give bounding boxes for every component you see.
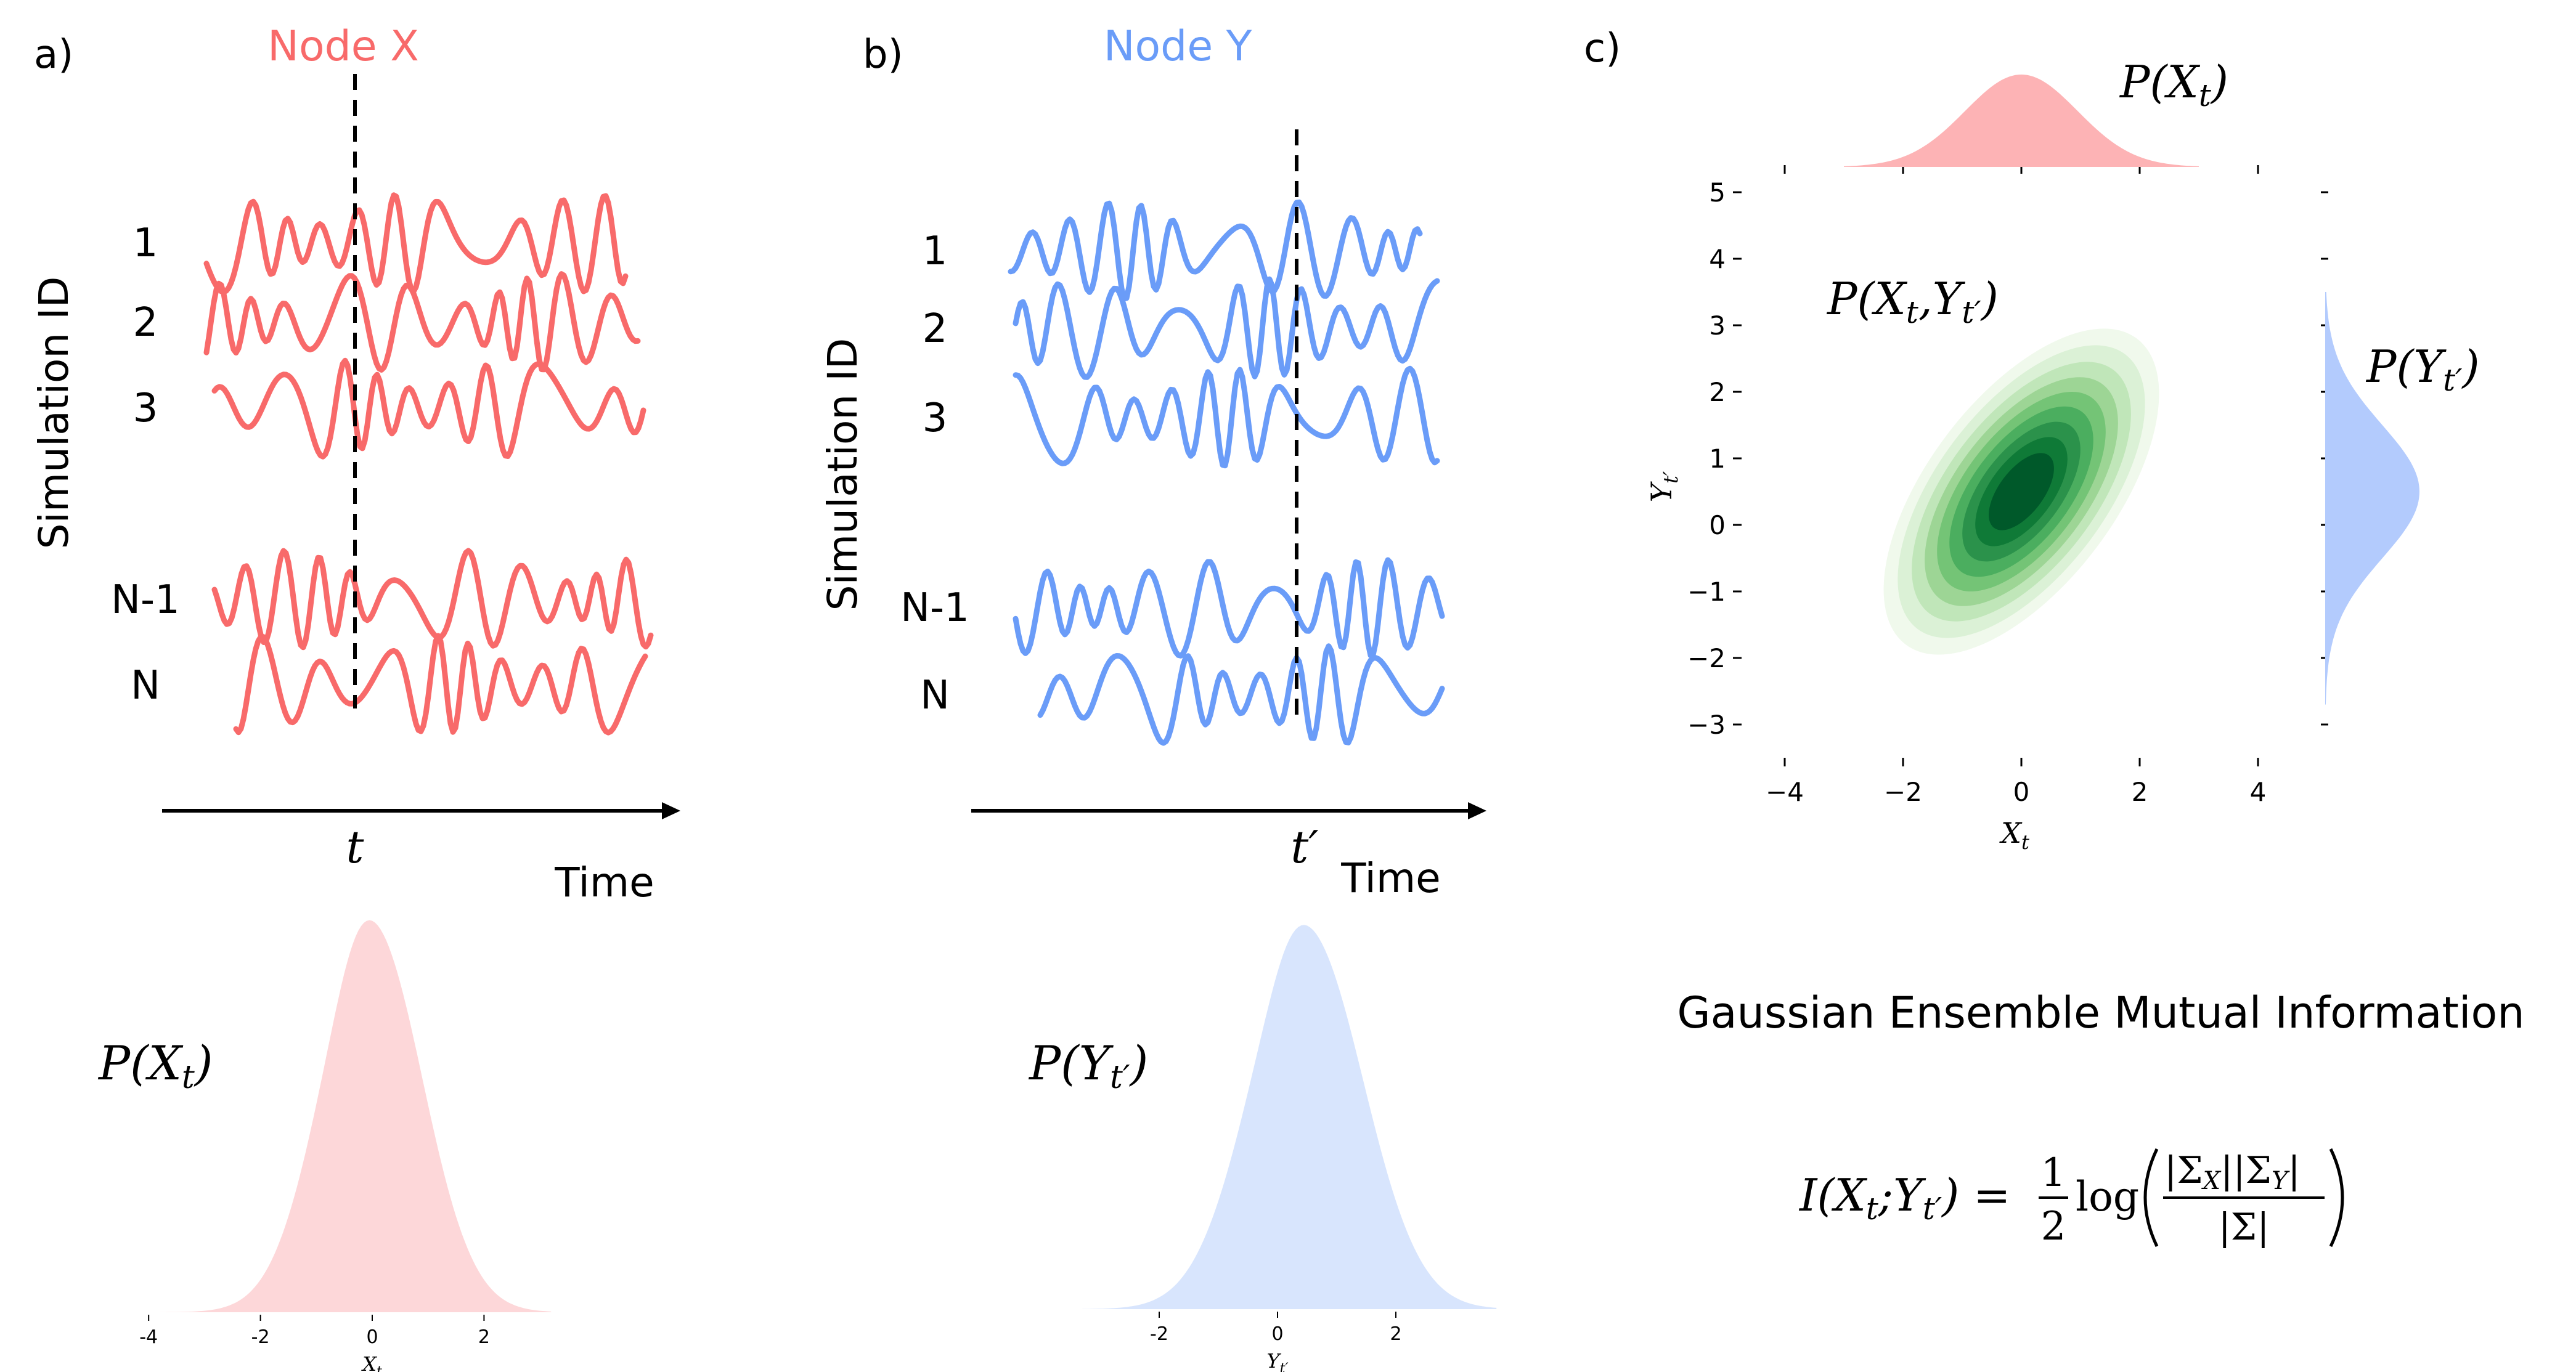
panel-b-tag: b)	[863, 32, 903, 78]
simulation-trace	[211, 548, 654, 651]
simulation-trace	[203, 271, 641, 373]
panel-c: c) 5 4 3 2 1 0 −1 −2 −3 −4 −2 0 2 4 P(Xt,Yt′) P(Xt) P…	[1584, 26, 2480, 854]
y-tick-label: 3	[1709, 311, 1726, 341]
row-label: 3	[923, 396, 948, 441]
x-tick-label: 0	[1271, 1323, 1283, 1345]
simulation-trace	[1008, 199, 1423, 302]
density-y: -2 0 2 Yt′	[1082, 925, 1497, 1372]
row-label: 2	[133, 300, 158, 346]
time-marker-t-prime: t′	[1290, 821, 1318, 873]
simulation-trace	[1013, 276, 1440, 380]
log-text: log	[2076, 1173, 2139, 1220]
simulation-trace	[203, 192, 629, 295]
panel-a: a) Node X Simulation ID 1 2 3 N-1 N t Time -…	[30, 22, 680, 1372]
joint-density-plot: 5 4 3 2 1 0 −1 −2 −3 −4 −2 0 2 4	[1687, 75, 2419, 807]
x-tick-label: 2	[478, 1326, 490, 1348]
row-label: 2	[923, 306, 948, 352]
x-tick-label: -2	[1150, 1323, 1168, 1345]
x-tick-label: 0	[366, 1326, 378, 1348]
simulation-trace	[1037, 643, 1445, 746]
x-axis-label: Xt	[1999, 816, 2029, 854]
x-tick-label: 2	[2132, 777, 2148, 807]
y-tick-label: 1	[1709, 444, 1726, 474]
right-paren	[2329, 1148, 2344, 1248]
x-tick-label: −4	[1766, 777, 1804, 807]
x-tick-label: −2	[1884, 777, 1922, 807]
y-tick-label: 0	[1709, 510, 1726, 540]
y-axis-label: Yt′	[1645, 471, 1682, 502]
right-marginal-label: P(Yt′)	[2365, 341, 2480, 398]
arrow-head-icon	[662, 802, 680, 819]
y-tick-label: 5	[1709, 177, 1726, 208]
simulation-trace	[211, 357, 646, 460]
formula-numerator: |ΣX||ΣY|	[2164, 1149, 2301, 1195]
simulation-id-label: Simulation ID	[819, 338, 866, 611]
top-marginal-label: P(Xt)	[2119, 56, 2228, 113]
density-area	[160, 920, 552, 1312]
time-marker-t: t	[346, 821, 365, 873]
x-tick-label: 0	[2013, 777, 2030, 807]
x-axis-label: Xt	[361, 1352, 382, 1372]
y-tick-label: −3	[1687, 710, 1726, 740]
density-x: -4 -2 0 2 Xt	[139, 920, 552, 1372]
row-label: 1	[133, 221, 158, 266]
row-labels: 1 2 3 N-1 N	[900, 229, 969, 718]
left-paren	[2143, 1148, 2159, 1248]
row-label: N-1	[900, 585, 969, 631]
half-denominator: 2	[2041, 1204, 2066, 1249]
right-marginal-density	[2325, 292, 2419, 705]
x-tick-label: -2	[251, 1326, 270, 1348]
density-area	[1082, 925, 1497, 1309]
arrow-head-icon	[1468, 802, 1486, 819]
contour-level	[1989, 453, 2054, 530]
top-marginal-density	[1844, 75, 2199, 167]
row-label: 3	[133, 386, 158, 431]
formula-denominator: |Σ|	[2219, 1206, 2270, 1249]
node-y-title: Node Y	[1104, 22, 1252, 71]
row-label: N	[920, 673, 950, 718]
simulation-id-label: Simulation ID	[30, 277, 78, 550]
node-x-title: Node X	[267, 22, 419, 71]
joint-density-label: P(Xt,Yt′)	[1826, 273, 1999, 330]
y-tick-label: −1	[1687, 577, 1726, 607]
y-tick-label: 4	[1709, 244, 1726, 274]
y-tick-label: −2	[1687, 643, 1726, 673]
row-label: N	[131, 663, 160, 708]
simulation-trace	[233, 633, 648, 736]
time-series-y	[1008, 199, 1445, 746]
simulation-trace	[1013, 365, 1440, 469]
formula-heading: Gaussian Ensemble Mutual Information	[1677, 988, 2524, 1038]
x-tick-label: 4	[2250, 777, 2267, 807]
simulation-trace	[1013, 557, 1445, 659]
mutual-information-formula: Gaussian Ensemble Mutual Information I(X…	[1677, 988, 2524, 1249]
time-series-x	[203, 192, 654, 736]
x-tick-label: -4	[139, 1326, 158, 1348]
row-labels: 1 2 3 N-1 N	[111, 221, 180, 708]
panel-c-tag: c)	[1584, 26, 1621, 71]
row-label: 1	[923, 229, 948, 274]
time-label: Time	[554, 859, 654, 906]
density-x-label: P(Xt)	[97, 1036, 213, 1096]
y-tick-label: 2	[1709, 377, 1726, 407]
panel-a-tag: a)	[34, 32, 73, 78]
x-axis-label: Yt′	[1267, 1349, 1289, 1372]
half-numerator: 1	[2041, 1150, 2066, 1196]
x-tick-label: 2	[1390, 1323, 1401, 1345]
time-label: Time	[1340, 854, 1441, 902]
formula-lhs: I(Xt;Yt′) =	[1798, 1169, 2010, 1227]
density-y-label: P(Yt′)	[1028, 1036, 1148, 1096]
row-label: N-1	[111, 577, 180, 623]
